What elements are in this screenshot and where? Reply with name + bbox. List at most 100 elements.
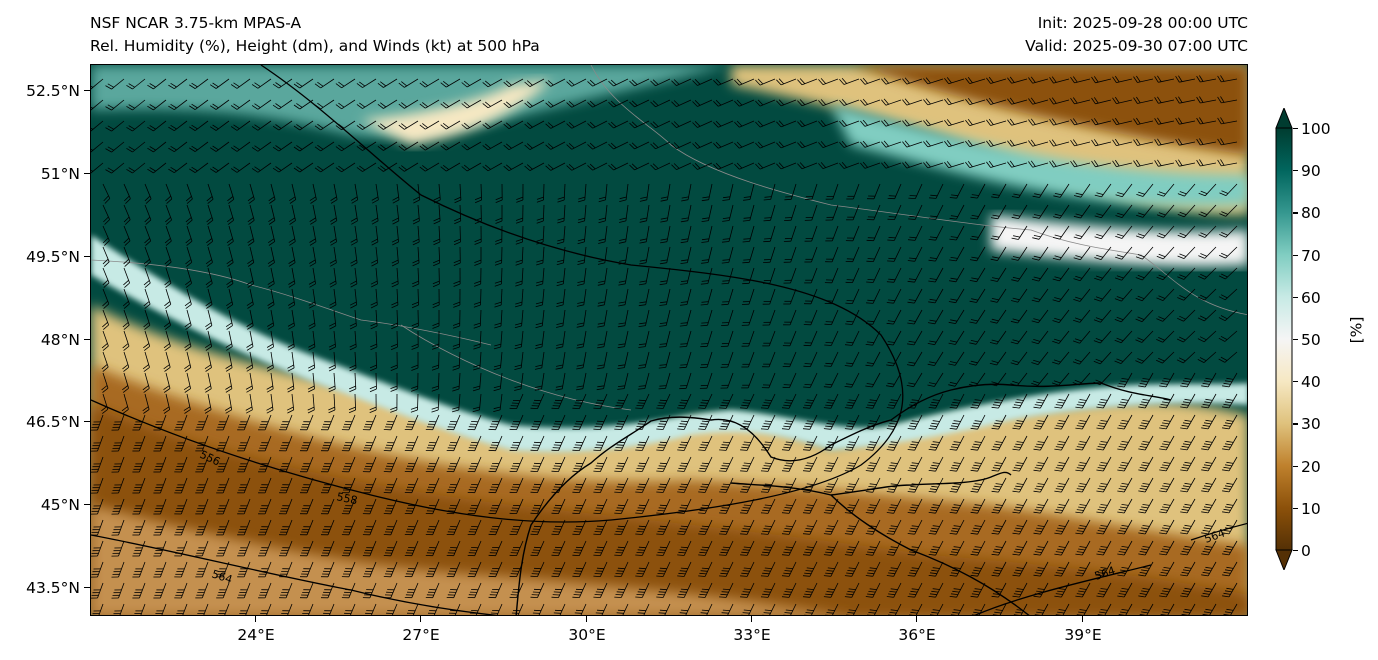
wind-barb-flag	[1120, 422, 1128, 425]
wind-barb-flag	[698, 449, 706, 451]
wind-barb-flag	[965, 98, 971, 105]
wind-barb-flag	[1070, 160, 1075, 168]
wind-barb-flag	[639, 280, 647, 283]
wind-barb-flag	[1180, 427, 1188, 430]
wind-barb-flag	[1078, 422, 1086, 425]
wind-barb-flag	[904, 98, 910, 105]
wind-barb-flag	[860, 141, 866, 148]
wind-barb-flag	[317, 165, 324, 171]
wind-barb-flag	[1030, 76, 1036, 83]
wind-barb-flag	[701, 241, 709, 243]
wind-barb-flag	[888, 551, 896, 554]
wind-barb-flag	[547, 122, 554, 128]
wind-barb-flag	[209, 126, 217, 131]
wind-barb-flag	[555, 346, 563, 349]
wind-barb-flag	[377, 82, 384, 88]
wind-barb-flag	[577, 322, 585, 325]
wind-barb-flag	[593, 554, 601, 556]
wind-barb-flag	[1180, 448, 1188, 451]
wind-barb-flag	[1175, 75, 1180, 83]
wind-barb-flag	[1121, 504, 1129, 506]
wind-barb-flag	[781, 491, 790, 493]
wind-barb-flag	[269, 199, 276, 204]
wind-barb-flag	[743, 196, 751, 198]
wind-barb-flag	[128, 83, 135, 88]
wind-barb-flag	[246, 301, 254, 306]
wind-barb-flag	[536, 241, 544, 245]
wind-barb-flag	[103, 303, 110, 309]
wind-barb-flag	[910, 485, 918, 488]
wind-barb-flag	[442, 80, 449, 86]
wind-barb-flag	[677, 491, 685, 493]
wind-barb-flag	[577, 283, 585, 286]
wind-barb-flag	[1118, 446, 1126, 448]
wind-barb-flag	[847, 507, 855, 509]
wind-barb-flag	[618, 262, 626, 265]
wind-barb-flag	[128, 146, 135, 151]
wind-barb-flag	[762, 551, 770, 554]
wind-barb-flag	[494, 280, 502, 284]
wind-barb-flag	[452, 406, 460, 410]
wind-barb-flag	[948, 342, 956, 345]
wind-barb-flag	[698, 575, 706, 577]
wind-barb-flag	[1074, 379, 1082, 384]
wind-barb-flag	[413, 199, 420, 204]
wind-barb-flag	[369, 406, 377, 411]
wind-barb-flag	[442, 122, 449, 128]
wind-barb-flag	[453, 301, 461, 305]
wind-barb-flag	[556, 343, 564, 346]
wind-barb-flag	[225, 388, 233, 393]
wind-barb-flag	[597, 343, 605, 346]
wind-barb-flag	[335, 167, 342, 173]
wind-barb-flag	[432, 346, 439, 350]
wind-barb-flag	[1162, 464, 1170, 467]
wind-barb-flag	[268, 262, 275, 267]
wind-barb-flag	[910, 527, 918, 530]
wind-barb-flag	[723, 196, 731, 199]
wind-barb-flag	[763, 507, 771, 509]
wind-barb-flag	[1203, 464, 1211, 467]
wind-barb-flag	[637, 388, 645, 390]
wind-barb-flag	[806, 441, 814, 443]
wind-barb-flag	[719, 491, 727, 493]
wind-barb-flag	[1116, 275, 1124, 279]
wind-barb-flag	[185, 280, 192, 286]
wind-barb-flag	[1220, 335, 1228, 340]
wind-barb-flag	[288, 238, 295, 243]
wind-barb-flag	[494, 301, 502, 305]
wind-barb-flag	[1095, 338, 1103, 342]
wind-barb-flag	[1033, 255, 1041, 259]
wind-barb-flag	[890, 504, 898, 506]
wind-barb-flag	[699, 509, 707, 512]
wind-barb-flag	[1114, 319, 1122, 323]
wind-barb-flag	[1160, 509, 1168, 511]
wind-barb-flag	[288, 217, 296, 223]
wind-barb-flag	[902, 99, 908, 106]
wind-barb-flag	[143, 388, 150, 393]
wind-barb-flag	[953, 399, 961, 401]
wind-barb-flag	[1074, 317, 1082, 321]
wind-barb-flag	[673, 121, 680, 127]
wind-barb-flag	[639, 220, 647, 223]
wind-barb-flag	[950, 277, 958, 280]
wind-barb-flag	[818, 79, 824, 85]
wind-barb-flag	[350, 196, 358, 201]
wind-barb-flag	[246, 343, 253, 348]
wind-barb-flag	[973, 464, 981, 467]
wind-barb-flag	[207, 219, 214, 225]
wind-barb-flag	[1133, 160, 1138, 167]
wind-barb-flag	[288, 280, 295, 285]
wind-barb-flag	[1051, 97, 1057, 104]
wind-barb-flag	[359, 123, 366, 129]
wind-barb-flag	[764, 504, 772, 506]
wind-barb-flag	[763, 549, 771, 551]
wind-barb-flag	[1217, 75, 1222, 83]
wind-barb-flag	[1181, 445, 1189, 448]
wind-barb-flag	[736, 162, 743, 169]
wind-barb-flag	[189, 168, 196, 173]
wind-barb-flag	[755, 163, 761, 170]
wind-barb-flag	[721, 262, 729, 264]
wind-barb-flag	[1202, 382, 1210, 385]
wind-barb-flag	[631, 121, 638, 127]
wind-barb-flag	[953, 462, 961, 464]
